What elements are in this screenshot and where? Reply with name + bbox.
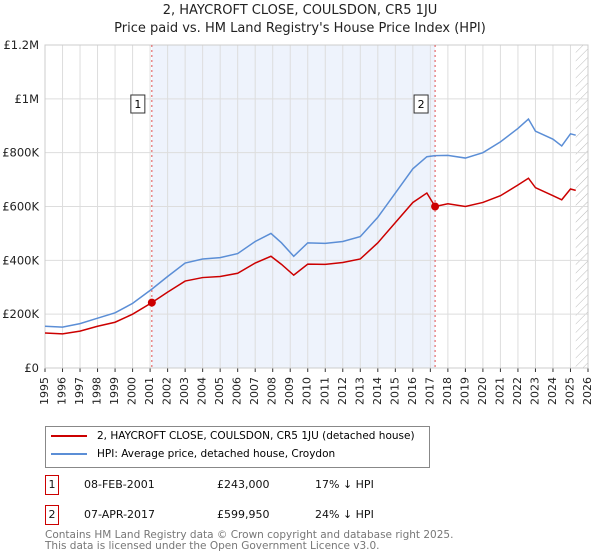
x-tick-label: 2014 — [371, 377, 384, 405]
sale-marker-label: 1 — [45, 475, 59, 495]
y-tick-label: £200K — [2, 307, 39, 321]
hpi-line — [44, 117, 576, 328]
x-tick-label: 2020 — [476, 377, 489, 405]
y-tick-label: £800K — [2, 146, 39, 160]
sale-price: £243,000 — [217, 478, 270, 491]
x-tick-label: 2000 — [126, 377, 139, 405]
x-tick-label: 2002 — [161, 377, 174, 405]
x-tick-label: 1999 — [108, 377, 121, 405]
x-tick-label: 2021 — [493, 377, 506, 405]
sale-hpi-diff: 17% ↓ HPI — [315, 478, 374, 491]
sale-date: 08-FEB-2001 — [84, 478, 155, 491]
x-tick-label: 2008 — [266, 377, 279, 405]
x-tick-label: 2024 — [546, 377, 559, 405]
x-tick-label: 2015 — [388, 377, 401, 405]
x-tick-label: 2017 — [423, 377, 436, 405]
x-tick-label: 2006 — [231, 377, 244, 405]
sale-hpi-diff: 24% ↓ HPI — [315, 508, 374, 521]
chart-subtitle: Price paid vs. HM Land Registry's House … — [114, 21, 486, 36]
footer-line: This data is licensed under the Open Gov… — [45, 540, 380, 552]
footer: Contains HM Land Registry data © Crown c… — [45, 530, 453, 552]
y-tick-label: £400K — [2, 253, 39, 267]
x-tick-label: 2003 — [178, 377, 191, 405]
price-chart: 1995 1996 1997 1998 1999 2000 2001 2002 2003 2004… — [2, 38, 594, 405]
plot-frame — [44, 44, 589, 369]
x-tick-label: 2007 — [248, 377, 261, 405]
sale-price: £599,950 — [217, 508, 270, 521]
x-tick-label: 2022 — [511, 377, 524, 405]
legend-property: 2, HAYCROFT CLOSE, COULSDON, CR5 1JU (de… — [97, 430, 415, 442]
x-tick-label: 2005 — [213, 377, 226, 405]
x-tick-label: 2026 — [581, 377, 594, 405]
x-tick-label: 2018 — [441, 377, 454, 405]
y-tick-label: £600K — [2, 200, 39, 214]
x-tick-label: 2010 — [301, 377, 314, 405]
sale-date: 07-APR-2017 — [84, 508, 156, 521]
footer-line: Contains HM Land Registry data © Crown c… — [45, 529, 454, 541]
x-tick-label: 1997 — [73, 377, 86, 405]
sale-marker-label: 2 — [418, 98, 425, 111]
sale-marker-label: 2 — [45, 505, 59, 525]
x-tick-label: 2001 — [143, 377, 156, 405]
x-tick-label: 1996 — [56, 377, 69, 405]
legend: 2, HAYCROFT CLOSE, COULSDON, CR5 1JU (de… — [45, 426, 430, 468]
x-tick-label: 1995 — [38, 377, 51, 405]
x-tick-label: 2025 — [563, 377, 576, 405]
x-tick-label: 2013 — [353, 377, 366, 405]
legend-blue-line — [51, 453, 87, 455]
x-tick-label: 2009 — [283, 377, 296, 405]
x-tick-label: 2016 — [406, 377, 419, 405]
y-tick-label: £1M — [14, 92, 39, 106]
legend-red-line — [51, 435, 87, 437]
sale-point — [431, 202, 440, 211]
x-tick-label: 2011 — [318, 377, 331, 405]
x-tick-label: 2023 — [528, 377, 541, 405]
y-tick-label: £1.2M — [3, 38, 39, 52]
y-tick-label: £0 — [24, 361, 39, 375]
x-tick-label: 2012 — [336, 377, 349, 405]
chart-title: 2, HAYCROFT CLOSE, COULSDON, CR5 1JU — [162, 3, 438, 18]
sale-marker-label: 1 — [134, 98, 141, 111]
sale-marker-box — [130, 94, 146, 114]
x-tick-label: 1998 — [91, 377, 104, 405]
sale-marker-box — [413, 94, 429, 114]
x-tick-label: 2019 — [458, 377, 471, 405]
x-tick-label: 2004 — [196, 377, 209, 405]
legend-hpi: HPI: Average price, detached house, Croy… — [97, 448, 336, 460]
sale-point — [147, 298, 156, 307]
